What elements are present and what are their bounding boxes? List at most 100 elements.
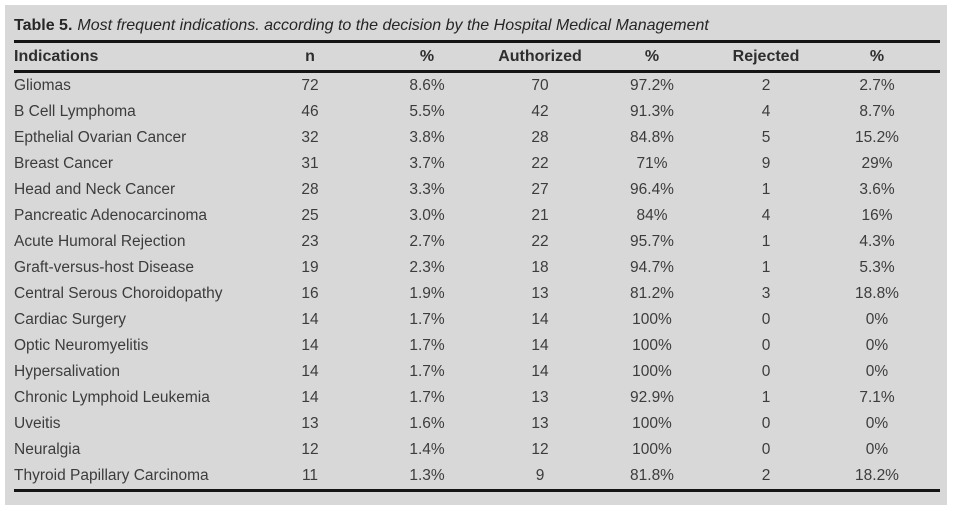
column-header-rejected-percent: % [814,40,940,73]
value-cell: 96.4% [630,181,674,198]
value-cell: 14 [531,337,549,354]
table-row: Chronic Lymphoid Leukemia 14 1.7% 13 92.9% 1 7… [14,385,940,411]
value-cell: 0 [761,311,771,328]
column-header-rejected: Rejected [718,40,814,73]
indication-cell: Optic Neuromyelitis [14,337,149,354]
indication-cell: Pancreatic Adenocarcinoma [14,207,208,224]
value-cell: 16% [861,207,893,224]
table-row: Acute Humoral Rejection 23 2.7% 22 95.7% 1 4.3… [14,229,940,255]
value-cell: 84.8% [630,129,674,146]
value-cell: 70 [531,77,549,94]
value-cell: 0 [761,337,771,354]
value-cell: 4 [761,207,771,224]
value-cell: 71% [636,155,668,172]
indication-cell: B Cell Lymphoma [14,103,136,120]
value-cell: 15.2% [855,129,899,146]
value-cell: 5 [761,129,771,146]
value-cell: 2.7% [859,77,895,94]
table-row: Cardiac Surgery 14 1.7% 14 100% 0 0% [14,307,940,333]
table-caption-text: Most frequent indications. according to … [77,17,709,34]
value-cell: 7.1% [859,389,895,406]
value-cell: 1 [761,259,771,276]
value-cell: 2.3% [409,259,445,276]
value-cell: 32 [301,129,319,146]
value-cell: 1.7% [409,311,445,328]
value-cell: 72 [301,77,319,94]
indication-cell: Graft-versus-host Disease [14,259,195,276]
indication-cell: Gliomas [14,77,71,94]
table-row: Graft-versus-host Disease 19 2.3% 18 94.7% 1 5… [14,255,940,281]
value-cell: 0 [761,415,771,432]
value-cell: 94.7% [630,259,674,276]
value-cell: 1.9% [409,285,445,302]
value-cell: 14 [301,337,319,354]
value-cell: 2.7% [409,233,445,250]
indication-cell: Central Serous Choroidopathy [14,285,223,302]
value-cell: 9 [494,463,586,492]
table-row: Uveitis 13 1.6% 13 100% 0 0% [14,411,940,437]
value-cell: 19 [301,259,319,276]
value-cell: 18.2% [814,463,940,492]
value-cell: 9 [761,155,771,172]
column-header-n: n [260,40,360,73]
value-cell: 21 [531,207,549,224]
value-cell: 14 [301,389,319,406]
value-cell: 14 [531,311,549,328]
table-row: B Cell Lymphoma 46 5.5% 42 91.3% 4 8.7% [14,99,940,125]
value-cell: 25 [301,207,319,224]
value-cell: 8.7% [859,103,895,120]
table-row: Optic Neuromyelitis 14 1.7% 14 100% 0 0% [14,333,940,359]
column-header-authorized: Authorized [494,40,586,73]
value-cell: 4.3% [859,233,895,250]
table-body: Gliomas 72 8.6% 70 97.2% 2 2.7% B Cell Lymphoma… [14,72,940,492]
value-cell: 100% [632,415,672,432]
value-cell: 81.2% [630,285,674,302]
indication-cell: Breast Cancer [14,155,114,172]
indication-cell: Hypersalivation [14,363,120,380]
table-row: Neuralgia 12 1.4% 12 100% 0 0% [14,437,940,463]
value-cell: 14 [531,363,549,380]
value-cell: 1.3% [360,463,494,492]
value-cell: 27 [531,181,549,198]
indication-cell: Head and Neck Cancer [14,181,176,198]
indications-table: Indications n % Authorized % Rejected % … [14,40,940,492]
indication-cell: Thyroid Papillary Carcinoma [14,463,260,492]
value-cell: 3.0% [409,207,445,224]
value-cell: 95.7% [630,233,674,250]
indication-cell: Neuralgia [14,441,81,458]
value-cell: 91.3% [630,103,674,120]
value-cell: 0% [865,337,889,354]
table-panel: Table 5. Most frequent indications. accor… [5,5,947,505]
column-header-authorized-percent: % [586,40,718,73]
column-header-n-percent: % [360,40,494,73]
value-cell: 18 [531,259,549,276]
value-cell: 28 [301,181,319,198]
value-cell: 8.6% [409,77,445,94]
value-cell: 2 [761,77,771,94]
value-cell: 92.9% [630,389,674,406]
value-cell: 12 [301,441,319,458]
value-cell: 1 [761,233,771,250]
value-cell: 31 [301,155,319,172]
value-cell: 42 [531,103,549,120]
value-cell: 22 [531,233,549,250]
value-cell: 100% [632,311,672,328]
value-cell: 13 [531,389,549,406]
value-cell: 81.8% [586,463,718,492]
table-row: Thyroid Papillary Carcinoma 11 1.3% 9 81.8% 2… [14,463,940,492]
table-row: Breast Cancer 31 3.7% 22 71% 9 29% [14,151,940,177]
value-cell: 0% [865,441,889,458]
value-cell: 11 [260,463,360,492]
table-row: Pancreatic Adenocarcinoma 25 3.0% 21 84% 4 16% [14,203,940,229]
value-cell: 14 [301,363,319,380]
value-cell: 1 [761,389,771,406]
value-cell: 16 [301,285,319,302]
value-cell: 0 [761,441,771,458]
table-header-row: Indications n % Authorized % Rejected % [14,40,940,73]
value-cell: 3.7% [409,155,445,172]
value-cell: 13 [301,415,319,432]
table-row: Hypersalivation 14 1.7% 14 100% 0 0% [14,359,940,385]
value-cell: 5.5% [409,103,445,120]
value-cell: 1 [761,181,771,198]
value-cell: 3.3% [409,181,445,198]
